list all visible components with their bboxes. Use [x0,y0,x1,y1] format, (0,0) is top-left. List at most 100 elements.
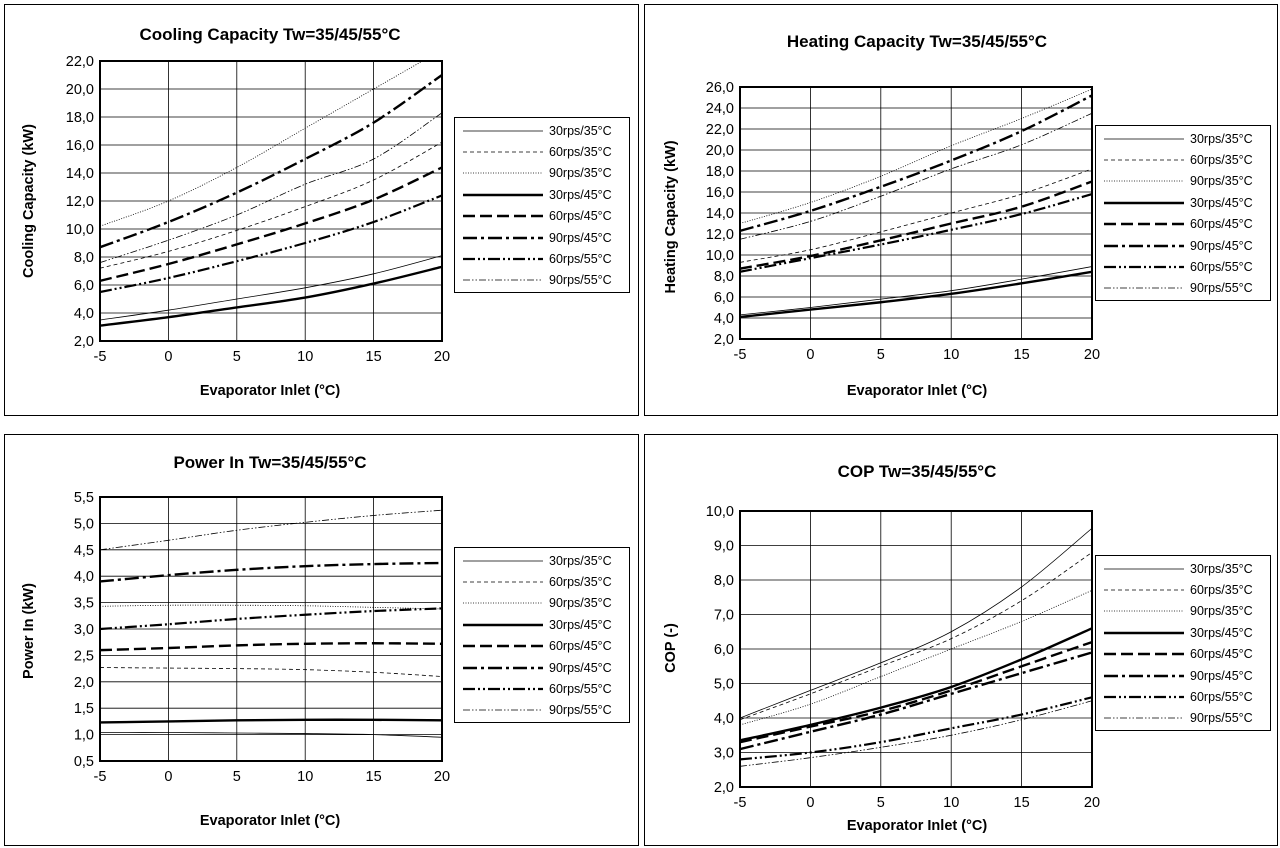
y-tick-label: 1,0 [74,728,94,744]
x-tick-label: 5 [877,795,885,811]
series-line-0 [740,266,1092,316]
legend-label: 60rps/35°C [549,145,612,160]
legend-item: 60rps/45°C [455,206,629,227]
legend-swatch [463,623,543,627]
series-line-7 [740,700,1092,767]
series-line-6 [740,193,1092,273]
legend-swatch [1104,201,1184,205]
chart-svg: 0,5 1,0 1,5 2,0 2,5 3,0 3,5 4,0 4,5 5,0 5,5 -5 0 5 10 1… [21,453,450,829]
legend-swatch [463,257,543,261]
y-tick-label: 3,5 [74,596,94,612]
legend-swatch [1104,695,1184,699]
legend-swatch [463,215,543,218]
legend-swatch [463,645,543,648]
legend-item: 90rps/45°C [1096,235,1270,256]
y-tick-label: 9,0 [714,539,734,555]
series-line-4 [740,180,1092,270]
series-line-4 [100,166,442,282]
x-tick-label: 5 [233,769,241,785]
series-line-7 [740,112,1092,240]
y-tick-label: 26,0 [706,80,734,96]
legend-item: 90rps/45°C [1096,665,1270,686]
legend-label: 30rps/35°C [549,123,612,138]
legend-item: 30rps/35°C [455,120,629,141]
y-tick-label: 5,0 [74,516,94,532]
legend-label: 60rps/35°C [1190,153,1253,168]
cooling-capacity-chart-panel: 2,0 4,0 6,0 8,0 10,0 12,0 14,0 16,0 18,0 20,0 22,0… [4,4,639,416]
plot-area-border [99,60,443,342]
series-line-2 [740,88,1092,224]
y-tick-label: 22,0 [66,54,94,70]
x-tick-label: 15 [366,349,382,365]
x-tick-label: 20 [434,349,450,365]
series-group [100,509,442,738]
legend-swatch [463,603,543,604]
legend-swatch [1104,718,1184,719]
plot-area-border [739,86,1093,340]
y-tick-label: 24,0 [706,101,734,117]
chart-title: COP Tw=35/45/55°C [838,462,997,481]
legend-item: 90rps/35°C [455,593,629,614]
y-tick-label: 10,0 [706,248,734,264]
legend-swatch [1104,288,1184,289]
y-axis-label: Power In (kW) [21,583,37,679]
legend-label: 90rps/35°C [1190,604,1253,619]
legend-label: 30rps/35°C [549,553,612,568]
y-tick-label: 7,0 [714,608,734,624]
y-tick-label: 16,0 [66,138,94,154]
legend-item: 60rps/55°C [1096,256,1270,277]
series-line-2 [100,604,442,610]
y-tick-label: 1,5 [74,701,94,717]
series-line-2 [100,61,424,227]
legend-swatch [1104,674,1184,677]
legend-item: 30rps/35°C [1096,128,1270,149]
legend-label: 90rps/55°C [1190,281,1253,296]
x-tick-label: 0 [164,769,172,785]
legend-label: 60rps/55°C [1190,260,1253,275]
series-line-1 [100,667,442,677]
legend-swatch [463,581,543,583]
y-tick-label: 22,0 [706,122,734,138]
series-line-3 [740,627,1092,742]
chart-legend: 30rps/35°C 60rps/35°C 90rps/35°C 30rps/45°C… [454,117,630,293]
legend-label: 30rps/45°C [1190,625,1253,640]
legend-label: 60rps/55°C [1190,690,1253,705]
series-group [740,527,1092,767]
chart-legend: 30rps/35°C 60rps/35°C 90rps/35°C 30rps/45°C… [1095,555,1271,731]
y-tick-label: 8,0 [714,269,734,285]
y-tick-label: 0,5 [74,754,94,770]
legend-swatch [1104,589,1184,591]
legend-label: 30rps/35°C [1190,561,1253,576]
series-group [100,61,442,327]
y-tick-label: 12,0 [706,227,734,243]
y-tick-label: 6,0 [714,290,734,306]
series-line-5 [100,74,442,249]
series-line-6 [100,194,442,294]
chart-title: Power In Tw=35/45/55°C [173,453,366,472]
legend-item: 30rps/35°C [455,550,629,571]
legend-label: 90rps/55°C [549,703,612,718]
legend-item: 30rps/45°C [1096,192,1270,213]
legend-item: 90rps/35°C [455,163,629,184]
legend-label: 90rps/55°C [549,273,612,288]
series-line-0 [100,255,442,321]
legend-swatch [463,666,543,669]
gridlines [739,86,1093,340]
legend-label: 60rps/35°C [549,575,612,590]
legend-label: 90rps/45°C [1190,668,1253,683]
x-axis-label: Evaporator Inlet (°C) [847,818,988,834]
legend-swatch [1104,611,1184,612]
legend-label: 90rps/35°C [549,596,612,611]
x-tick-label: 5 [877,347,885,363]
series-line-3 [740,270,1092,319]
legend-item: 60rps/45°C [1096,644,1270,665]
x-tick-label: 10 [943,795,959,811]
legend-swatch [463,151,543,153]
x-tick-label: 10 [297,769,313,785]
legend-swatch [1104,181,1184,182]
legend-swatch [1104,159,1184,161]
y-tick-label: 2,0 [714,332,734,348]
legend-label: 30rps/45°C [549,617,612,632]
series-line-5 [100,561,442,583]
y-tick-label: 2,0 [74,675,94,691]
